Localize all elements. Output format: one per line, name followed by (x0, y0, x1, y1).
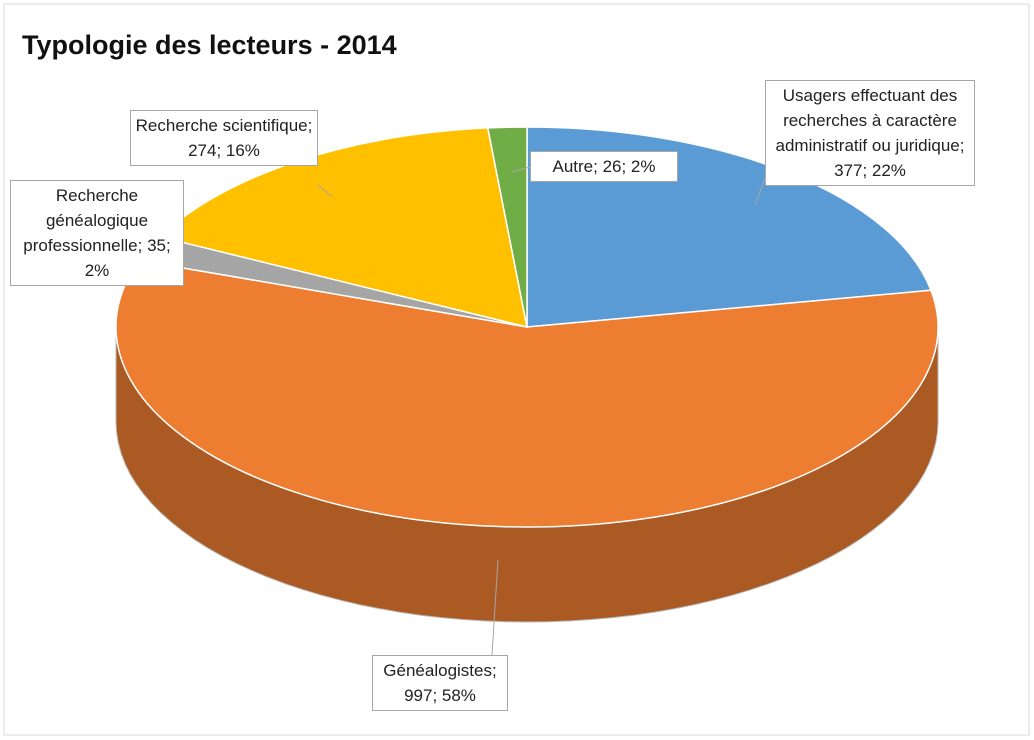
data-label: Usagers effectuant des recherches à cara… (765, 80, 975, 186)
data-label: Généalogistes; 997; 58% (372, 655, 508, 711)
slice (486, 126, 528, 328)
data-label: Recherche scientifique; 274; 16% (130, 110, 318, 166)
data-label: Autre; 26; 2% (530, 151, 678, 182)
chart-title: Typologie des lecteurs - 2014 (22, 30, 397, 60)
slice (115, 259, 939, 528)
leader-line (317, 184, 333, 198)
data-label: Recherche généalogique professionnelle; … (10, 180, 184, 286)
leader-line (511, 166, 531, 173)
leader-line (491, 559, 499, 656)
